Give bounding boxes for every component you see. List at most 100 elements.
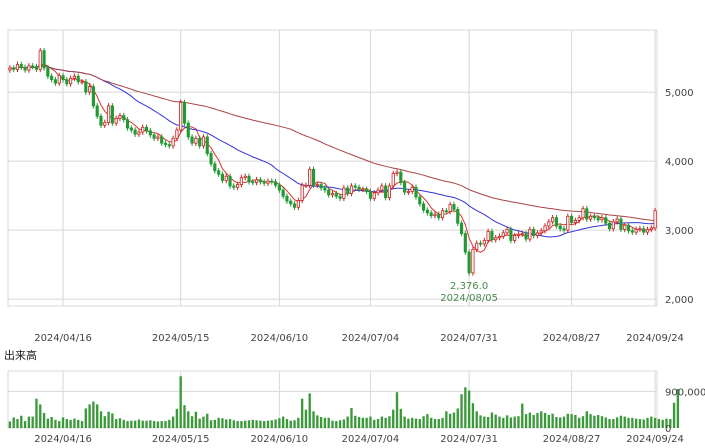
volume-bar bbox=[65, 419, 69, 428]
volume-bar bbox=[338, 420, 342, 428]
candle bbox=[76, 75, 80, 83]
candle bbox=[387, 185, 392, 199]
candle bbox=[175, 129, 179, 139]
volume-bar bbox=[114, 419, 118, 428]
candle bbox=[452, 204, 456, 210]
candle bbox=[437, 213, 441, 219]
candle bbox=[429, 212, 433, 217]
volume-bar bbox=[236, 421, 239, 428]
candle bbox=[144, 126, 149, 132]
volume-bar bbox=[634, 418, 638, 428]
candle bbox=[592, 215, 596, 219]
volume-bar bbox=[615, 417, 619, 428]
candle bbox=[141, 126, 145, 133]
volume-bar bbox=[555, 417, 558, 428]
volume-bar bbox=[646, 417, 649, 428]
volume-bar bbox=[297, 417, 300, 428]
candle bbox=[220, 173, 225, 181]
candle bbox=[425, 209, 429, 214]
date-tick-label: 2024/06/10 bbox=[251, 333, 309, 344]
volume-bar bbox=[631, 417, 634, 428]
volume-bar bbox=[411, 417, 414, 428]
candle bbox=[57, 75, 61, 84]
volume-bar bbox=[319, 417, 323, 428]
volume-date-tick-label: 2024/04/16 bbox=[34, 434, 92, 445]
volume-bars bbox=[8, 376, 680, 428]
volume-bar bbox=[198, 418, 201, 428]
candle bbox=[406, 191, 410, 193]
candle bbox=[330, 193, 335, 196]
candle bbox=[604, 217, 608, 224]
volume-bar bbox=[149, 420, 152, 428]
price-grid bbox=[7, 29, 658, 307]
candle bbox=[475, 242, 479, 250]
candle bbox=[228, 175, 232, 187]
candle bbox=[327, 189, 331, 196]
candle bbox=[422, 203, 426, 211]
candle bbox=[270, 180, 274, 183]
volume-bar bbox=[543, 412, 547, 428]
volume-date-tick-label: 2024/07/31 bbox=[440, 434, 498, 445]
candle bbox=[266, 180, 270, 184]
candle bbox=[205, 136, 209, 154]
volume-bar bbox=[50, 417, 53, 428]
candle bbox=[88, 86, 92, 93]
candle bbox=[589, 215, 593, 220]
volume-bar bbox=[380, 416, 384, 428]
volume-bar bbox=[316, 415, 319, 428]
candle bbox=[566, 215, 570, 231]
candle bbox=[346, 187, 350, 194]
candle bbox=[171, 137, 175, 147]
volume-bar bbox=[122, 419, 125, 428]
candle bbox=[182, 102, 187, 124]
candle bbox=[619, 218, 623, 230]
volume-bar bbox=[54, 419, 57, 428]
volume-bar bbox=[665, 418, 668, 428]
volume-bar bbox=[96, 404, 99, 428]
candle bbox=[186, 122, 190, 138]
candle bbox=[463, 233, 467, 253]
volume-bar bbox=[99, 411, 103, 428]
candle bbox=[53, 79, 58, 84]
candle bbox=[509, 229, 513, 241]
volume-date-tick-label: 2024/07/04 bbox=[342, 434, 400, 445]
volume-bar bbox=[437, 419, 440, 428]
candle bbox=[520, 233, 524, 235]
volume-bar bbox=[471, 403, 475, 428]
volume-bar bbox=[342, 419, 346, 428]
volume-bar bbox=[202, 416, 205, 428]
volume-bar bbox=[137, 419, 141, 428]
volume-bar bbox=[464, 387, 467, 428]
candle bbox=[42, 50, 46, 69]
volume-bar bbox=[627, 417, 630, 428]
volume-bar bbox=[39, 404, 42, 428]
price-tick-label: 5,000 bbox=[665, 88, 694, 99]
candle bbox=[634, 229, 638, 233]
volume-bar bbox=[270, 420, 273, 428]
volume-bar bbox=[281, 416, 285, 428]
candle bbox=[129, 127, 133, 131]
candle bbox=[497, 235, 502, 239]
candle bbox=[167, 144, 171, 147]
volume-bar bbox=[23, 421, 27, 428]
candle bbox=[338, 195, 342, 199]
volume-bar bbox=[669, 419, 672, 428]
candle bbox=[262, 181, 266, 184]
volume-bar bbox=[164, 421, 167, 428]
volume-bar bbox=[513, 416, 516, 428]
candle bbox=[217, 170, 221, 175]
volume-bar bbox=[145, 420, 148, 428]
volume-bar bbox=[547, 414, 551, 428]
volume-bar bbox=[642, 419, 645, 428]
candle bbox=[368, 191, 373, 199]
candle bbox=[255, 179, 259, 183]
volume-bar bbox=[335, 421, 338, 428]
candle bbox=[615, 218, 619, 223]
volume-bar bbox=[540, 411, 543, 428]
volume-bar bbox=[255, 420, 258, 428]
volume-bar bbox=[92, 401, 95, 428]
volume-bar bbox=[12, 417, 15, 428]
candle bbox=[118, 115, 122, 119]
candle bbox=[190, 136, 194, 144]
volume-bar bbox=[58, 421, 61, 428]
